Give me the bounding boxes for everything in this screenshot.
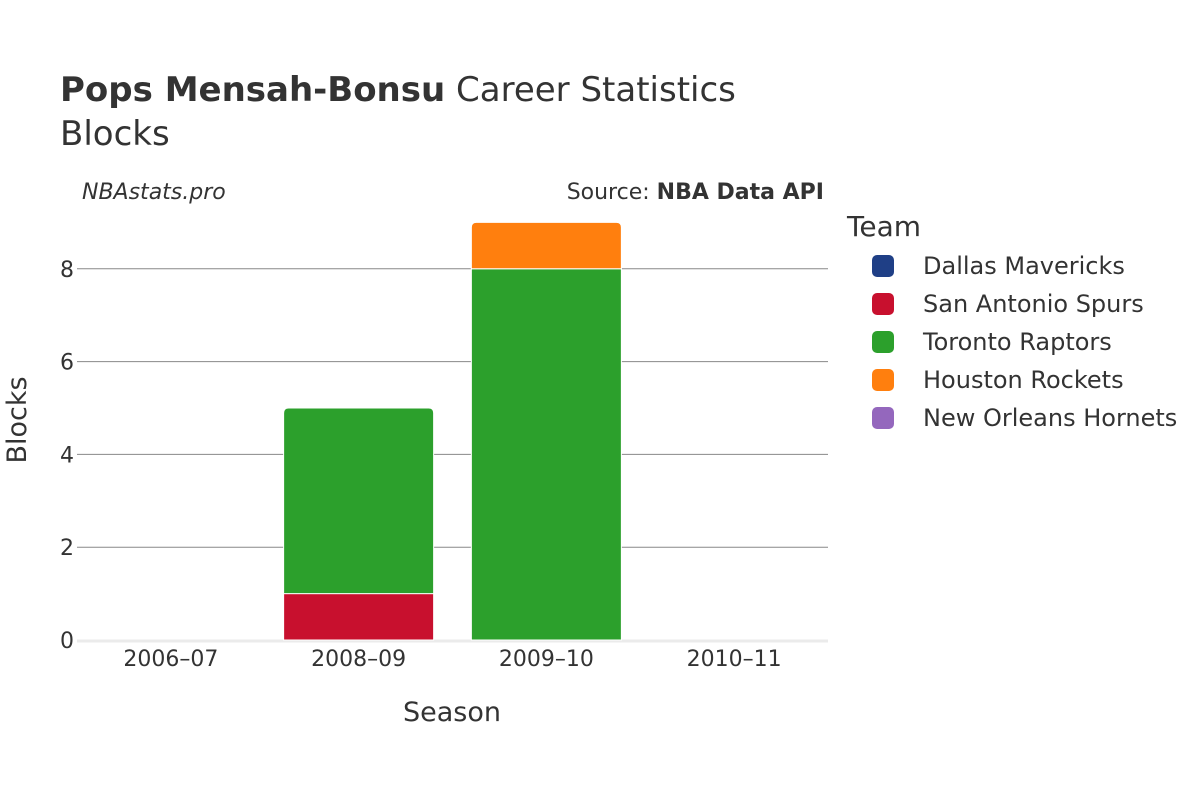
legend-swatch (872, 331, 894, 353)
player-name: Pops Mensah-Bonsu (60, 70, 446, 110)
source-prefix: Source: (567, 180, 657, 205)
y-axis-title: Blocks (2, 376, 33, 463)
legend-label: New Orleans Hornets (923, 404, 1177, 432)
legend-label: Dallas Mavericks (923, 252, 1125, 280)
y-tick-label: 8 (60, 258, 74, 283)
legend-swatch (872, 369, 894, 391)
chart-title: Pops Mensah-Bonsu Career Statistics Bloc… (60, 68, 736, 156)
bar-segment[interactable] (470, 221, 622, 270)
site-credit: NBAstats.pro (82, 180, 226, 205)
legend-label: San Antonio Spurs (923, 290, 1144, 318)
legend-item[interactable]: San Antonio Spurs (872, 290, 1144, 318)
legend-item[interactable]: New Orleans Hornets (872, 404, 1177, 432)
y-tick-label: 0 (60, 629, 74, 654)
legend-item[interactable]: Dallas Mavericks (872, 252, 1125, 280)
legend-label: Toronto Raptors (922, 328, 1112, 356)
source-credit: Source: NBA Data API (567, 180, 824, 205)
legend-swatch (872, 293, 894, 315)
x-tick-label: 2010–11 (687, 647, 782, 672)
title-suffix: Career Statistics (456, 70, 736, 110)
source-name: NBA Data API (657, 180, 824, 205)
x-tick-label: 2006–07 (123, 647, 218, 672)
legend-swatch (872, 255, 894, 277)
legend-label: Houston Rockets (923, 366, 1124, 394)
y-tick-label: 6 (60, 351, 74, 376)
legend-title: Team (846, 210, 921, 243)
y-tick-label: 2 (60, 536, 74, 561)
bar-segment[interactable] (470, 268, 622, 641)
x-axis-title: Season (403, 697, 501, 728)
bar-segment[interactable] (283, 407, 435, 595)
legend-swatch (872, 407, 894, 429)
bar-segment[interactable] (283, 593, 435, 641)
x-tick-label: 2008–09 (311, 647, 406, 672)
legend: Dallas Mavericks San Antonio Spurs Toronto… (872, 252, 1177, 432)
x-tick-label: 2009–10 (499, 647, 594, 672)
legend-item[interactable]: Toronto Raptors (872, 328, 1112, 356)
y-tick-label: 4 (60, 443, 74, 468)
gridlines (77, 268, 828, 643)
bars-group (283, 221, 622, 641)
x-axis-ticks: 2006–07 2008–09 2009–10 2010–11 (123, 647, 781, 672)
chart-subtitle: Blocks (60, 114, 170, 154)
legend-item[interactable]: Houston Rockets (872, 366, 1124, 394)
y-axis-ticks: 0 2 4 6 8 (60, 258, 74, 654)
